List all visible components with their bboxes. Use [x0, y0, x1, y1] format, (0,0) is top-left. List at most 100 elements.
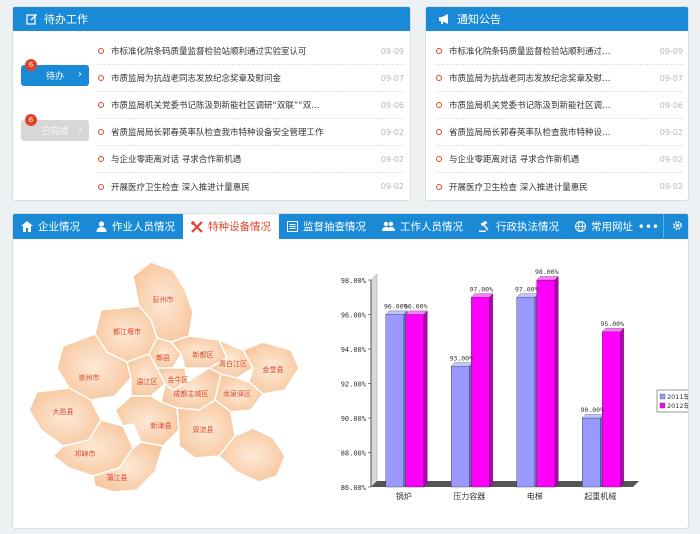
notice-item-date: 09-09: [659, 46, 683, 56]
chart-floor: [371, 481, 639, 487]
bullet-icon: [98, 48, 104, 54]
data-label: 95.00%: [601, 320, 625, 328]
bar-2011年-起重机械[interactable]: [582, 417, 601, 488]
bar-2012年-起重机械[interactable]: [602, 331, 621, 488]
list-icon: [287, 221, 298, 232]
district-label: 郫县: [156, 353, 170, 362]
bar-2011年-压力容器[interactable]: [451, 366, 470, 488]
bar-top: [450, 362, 474, 367]
tab-label: 行政执法情况: [496, 221, 559, 233]
todo-panel: 待办工作 6 待办 › 6 已完成 › 市标准化院条码质量监督检验站顺利通过实验…: [12, 6, 411, 201]
bar-2011年-锅炉[interactable]: [385, 314, 404, 488]
done-button[interactable]: 6 已完成 ›: [21, 114, 89, 141]
bar-2012年-电梯[interactable]: [536, 279, 555, 488]
tab-inspection[interactable]: 监督抽查情况: [279, 214, 374, 239]
district-label: 彭州市: [153, 295, 174, 304]
todo-item-title[interactable]: 开展医疗卫生检查 深入推进计量惠民: [111, 182, 250, 193]
district-label: 邛崃市: [75, 449, 96, 458]
todo-item-title[interactable]: 市质监局机关党委书记陈汲到新能社区调研“双联”“双…: [111, 101, 320, 111]
bullet-icon: [98, 156, 104, 162]
legend-label: 2012年: [667, 401, 688, 410]
bar-side: [423, 310, 428, 488]
gavel-icon: [479, 221, 491, 232]
data-label: 96.00%: [404, 303, 428, 311]
notice-item[interactable]: 市标准化院条码质量监督检验站顺利通过… 09-09: [436, 38, 683, 65]
map-region-chongzhou[interactable]: [56, 333, 132, 401]
todo-item[interactable]: 与企业零距离对话 寻求合作新机遇 09-02: [98, 146, 404, 173]
notice-item-title[interactable]: 省质监局局长郭春英率队检查我市特种设…: [449, 128, 611, 138]
tab-label: 企业情况: [38, 221, 80, 233]
map-region-pujiang[interactable]: [92, 441, 164, 493]
notice-list: 市标准化院条码质量监督检验站顺利通过… 09-09 市质监局为抗战老同志发放纪念奖…: [436, 38, 683, 200]
district-label: 金堂县: [263, 365, 284, 374]
notice-item[interactable]: 市质监局为抗战老同志发放纪念奖章及慰… 09-07: [436, 65, 683, 92]
more-tabs-button[interactable]: •••: [634, 214, 664, 239]
bar-top: [601, 328, 625, 332]
x-tick-label: 电梯: [527, 491, 543, 501]
y-tick-label: 90.00%: [341, 415, 367, 423]
map-region-south-tail[interactable]: [217, 427, 286, 483]
todo-item-date: 09-06: [380, 100, 404, 110]
district-label: 金牛区: [168, 375, 189, 384]
bar-top: [516, 293, 539, 298]
todo-item-date: 09-02: [380, 154, 404, 164]
pending-button[interactable]: 6 待办 ›: [21, 59, 89, 86]
notice-item-title[interactable]: 开展医疗卫生检查 深入推进计量惠民: [449, 182, 588, 193]
y-tick-label: 88.00%: [341, 450, 367, 458]
notice-item[interactable]: 开展医疗卫生检查 深入推进计量惠民 09-02: [436, 173, 683, 200]
notice-item[interactable]: 市质监局机关党委书记陈汲到新能社区调… 09-06: [436, 92, 683, 119]
tab-bar: 企业情况 作业人员情况 特种设备情况 监督抽查情况 工作人员情况 行政执法情况 …: [13, 214, 688, 239]
district-label: 双流县: [193, 425, 214, 434]
x-tick-label: 压力容器: [453, 491, 485, 501]
bullet-icon: [98, 183, 104, 190]
pending-count-badge: 6: [25, 59, 37, 71]
settings-button[interactable]: [666, 214, 688, 239]
notice-item[interactable]: 与企业零距离对话 寻求合作新机遇 09-02: [436, 146, 683, 173]
user-icon: [96, 221, 107, 232]
bullet-icon: [436, 48, 442, 54]
notice-item-title[interactable]: 市质监局为抗战老同志发放纪念奖章及慰…: [449, 74, 611, 84]
notice-item-date: 09-07: [659, 73, 683, 83]
bar-2012年-锅炉[interactable]: [405, 314, 424, 488]
tab-links[interactable]: 常用网址: [567, 214, 641, 239]
todo-item[interactable]: 市质监局机关党委书记陈汲到新能社区调研“双联”“双… 09-06: [98, 92, 404, 119]
tab-special-equipment[interactable]: 特种设备情况: [183, 214, 279, 239]
bullet-icon: [436, 75, 442, 81]
todo-item[interactable]: 市质监局为抗战老同志发放纪念奖章及慰问金 09-07: [98, 65, 404, 92]
x-tick-label: 锅炉: [396, 491, 412, 501]
chevron-right-icon: ›: [78, 69, 82, 80]
map-region-jintang[interactable]: [241, 341, 300, 395]
bullet-icon: [436, 156, 442, 162]
map-region-wenjiang[interactable]: [126, 353, 166, 397]
todo-item-date: 09-02: [380, 127, 404, 137]
notice-item-title[interactable]: 与企业零距离对话 寻求合作新机遇: [449, 155, 580, 165]
bullet-icon: [98, 102, 104, 108]
tab-operators[interactable]: 作业人员情况: [88, 214, 183, 239]
tab-staff[interactable]: 工作人员情况: [374, 214, 471, 239]
bar-side: [620, 327, 624, 488]
notice-item[interactable]: 省质监局局长郭春英率队检查我市特种设… 09-02: [436, 119, 683, 146]
tab-enforcement[interactable]: 行政执法情况: [471, 214, 567, 239]
notice-item-title[interactable]: 市标准化院条码质量监督检验站顺利通过…: [449, 47, 611, 57]
todo-item[interactable]: 省质监局局长郭春英率队检查我市特种设备安全管理工作 09-02: [98, 119, 404, 146]
todo-item-title[interactable]: 市质监局为抗战老同志发放纪念奖章及慰问金: [111, 74, 282, 84]
todo-item-title[interactable]: 省质监局局长郭春英率队检查我市特种设备安全管理工作: [111, 128, 324, 138]
done-count-badge: 6: [25, 114, 37, 126]
todo-item-title[interactable]: 与企业零距离对话 寻求合作新机遇: [111, 155, 242, 165]
todo-item-title[interactable]: 市标准化院条码质量监督检验站顺利通过实验室认可: [111, 47, 307, 57]
bar-2011年-电梯[interactable]: [516, 297, 535, 488]
todo-item[interactable]: 开展医疗卫生检查 深入推进计量惠民 09-02: [98, 173, 404, 200]
district-label: 新都区: [193, 350, 214, 359]
tab-label: 特种设备情况: [208, 221, 271, 233]
pending-label: 待办: [45, 72, 64, 82]
notice-title: 通知公告: [457, 13, 501, 26]
todo-item[interactable]: 市标准化院条码质量监督检验站顺利通过实验室认可 09-09: [98, 38, 404, 65]
data-label: 96.00%: [384, 303, 408, 311]
notice-item-title[interactable]: 市质监局机关党委书记陈汲到新能社区调…: [449, 101, 611, 111]
megaphone-icon: [438, 13, 451, 26]
bar-2012年-压力容器[interactable]: [471, 297, 490, 488]
edit-icon: [25, 13, 38, 26]
todo-item-date: 09-02: [380, 182, 404, 191]
tab-enterprise[interactable]: 企业情况: [13, 214, 88, 239]
